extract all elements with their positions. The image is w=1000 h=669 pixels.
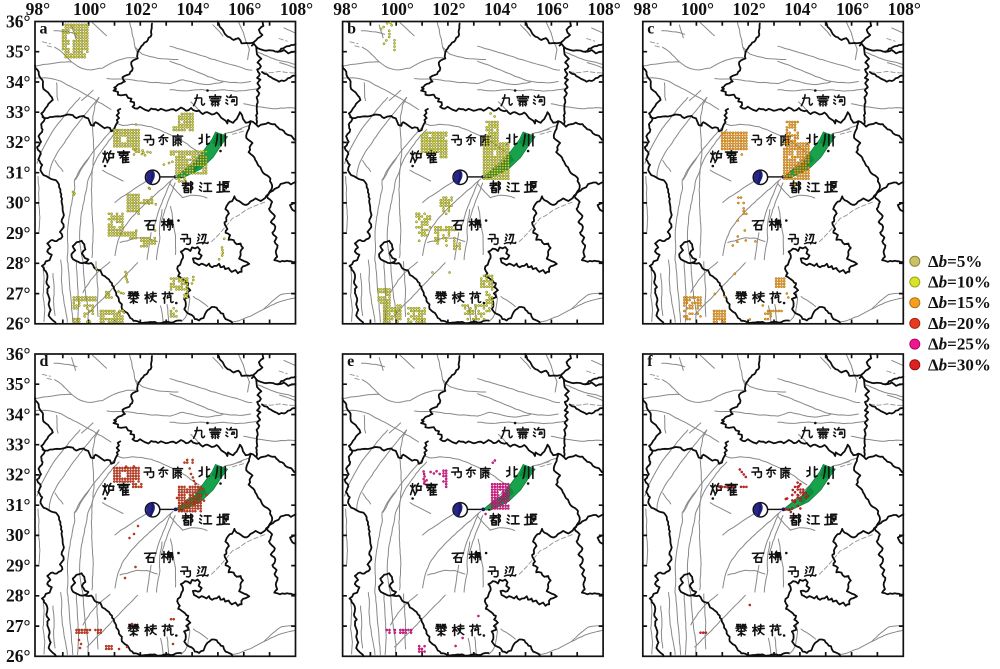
svg-text:108°: 108° (280, 0, 313, 19)
svg-text:100°: 100° (73, 0, 106, 19)
svg-text:33°: 33° (6, 435, 31, 455)
svg-text:108°: 108° (888, 0, 921, 19)
svg-text:31°: 31° (6, 163, 31, 183)
svg-text:106°: 106° (836, 0, 869, 19)
svg-text:108°: 108° (587, 0, 620, 19)
svg-text:30°: 30° (6, 525, 31, 545)
svg-text:26°: 26° (6, 314, 31, 334)
svg-text:100°: 100° (381, 0, 414, 19)
svg-text:102°: 102° (732, 0, 765, 19)
svg-text:Δb=20%: Δb=20% (928, 314, 991, 333)
svg-text:35°: 35° (6, 374, 31, 394)
svg-text:35°: 35° (6, 42, 31, 62)
svg-text:Δb=10%: Δb=10% (928, 273, 991, 292)
svg-text:32°: 32° (6, 132, 31, 152)
svg-text:33°: 33° (6, 102, 31, 122)
svg-text:98°: 98° (633, 0, 658, 19)
svg-text:28°: 28° (6, 253, 31, 273)
svg-text:e: e (347, 353, 354, 370)
svg-text:34°: 34° (6, 72, 31, 92)
svg-text:102°: 102° (432, 0, 465, 19)
svg-text:27°: 27° (6, 283, 31, 303)
svg-text:104°: 104° (176, 0, 209, 19)
svg-text:36°: 36° (6, 11, 31, 31)
svg-text:98°: 98° (333, 0, 358, 19)
svg-text:Δb=5%: Δb=5% (928, 252, 982, 271)
svg-text:Δb=25%: Δb=25% (928, 335, 991, 354)
svg-text:Δb=30%: Δb=30% (928, 355, 991, 374)
svg-text:c: c (647, 20, 654, 37)
svg-text:30°: 30° (6, 193, 31, 213)
svg-text:28°: 28° (6, 586, 31, 606)
svg-text:104°: 104° (784, 0, 817, 19)
svg-text:34°: 34° (6, 404, 31, 424)
svg-text:98°: 98° (26, 0, 51, 19)
svg-text:106°: 106° (536, 0, 569, 19)
svg-text:31°: 31° (6, 495, 31, 515)
svg-text:Δb=15%: Δb=15% (928, 293, 991, 312)
svg-text:a: a (40, 20, 48, 37)
svg-text:29°: 29° (6, 223, 31, 243)
svg-text:f: f (647, 353, 653, 370)
svg-text:32°: 32° (6, 465, 31, 485)
svg-text:b: b (347, 20, 356, 37)
svg-text:102°: 102° (125, 0, 158, 19)
svg-text:27°: 27° (6, 616, 31, 636)
svg-text:29°: 29° (6, 555, 31, 575)
svg-text:104°: 104° (484, 0, 517, 19)
svg-text:26°: 26° (6, 646, 31, 664)
svg-text:d: d (40, 353, 49, 370)
svg-text:36°: 36° (6, 344, 31, 364)
svg-text:106°: 106° (228, 0, 261, 19)
svg-text:100°: 100° (681, 0, 714, 19)
